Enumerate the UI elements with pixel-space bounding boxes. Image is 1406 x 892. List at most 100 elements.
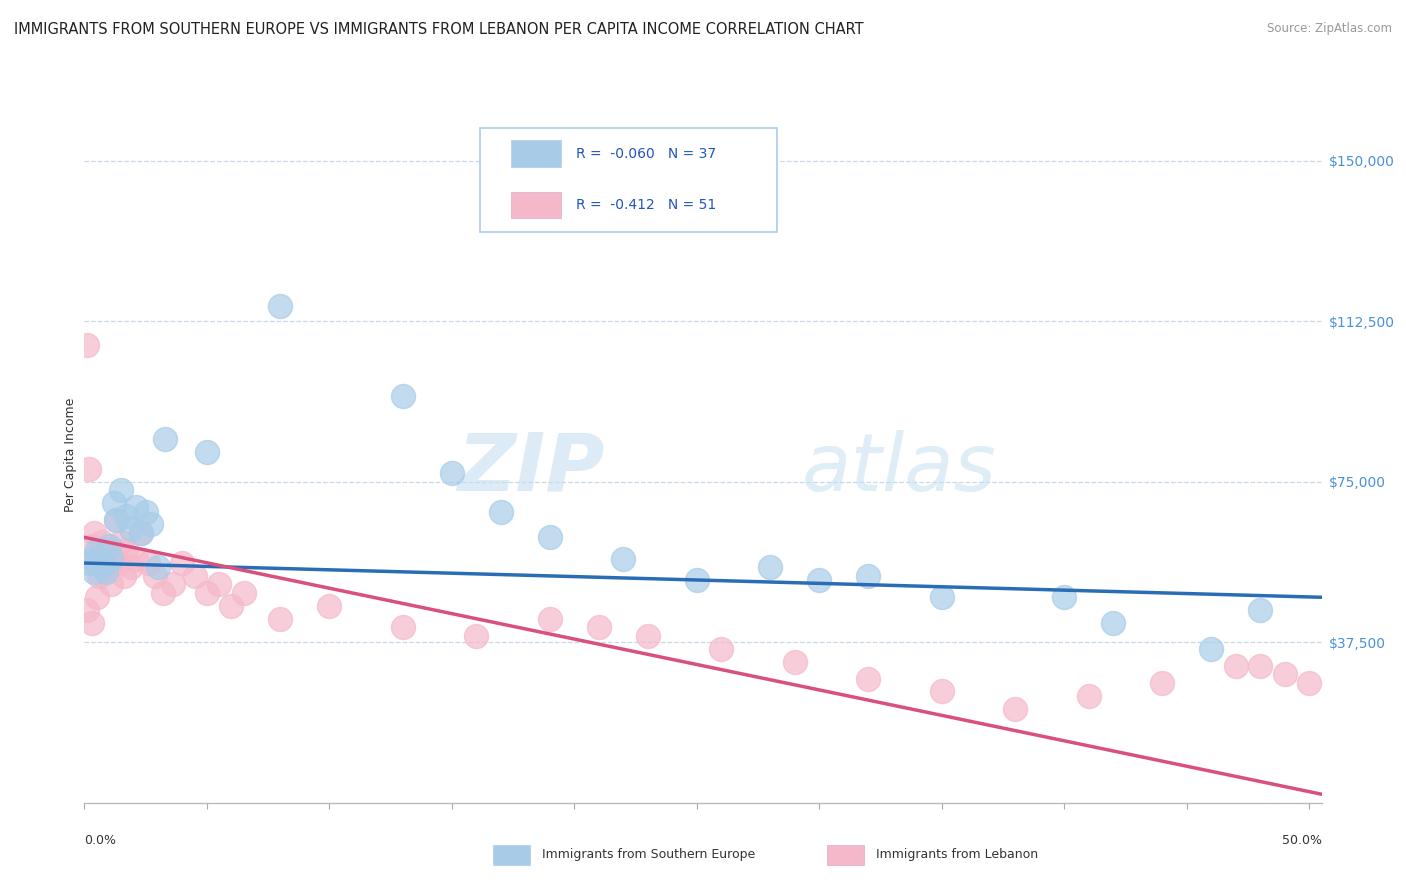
Point	[232, 586, 254, 600]
Point	[195, 444, 218, 458]
Point	[83, 526, 105, 541]
Point	[90, 560, 112, 574]
Text: Source: ZipAtlas.com: Source: ZipAtlas.com	[1267, 22, 1392, 36]
Point	[162, 577, 184, 591]
Bar	[492, 845, 530, 865]
Point	[221, 599, 243, 613]
Point	[1053, 591, 1076, 605]
Point	[155, 432, 177, 446]
Point	[76, 603, 98, 617]
Bar	[512, 140, 561, 167]
Point	[808, 573, 831, 587]
Text: ZIP: ZIP	[457, 430, 605, 508]
Point	[93, 548, 115, 562]
Point	[1077, 689, 1099, 703]
Point	[136, 556, 159, 570]
Point	[637, 629, 659, 643]
Point	[1004, 701, 1026, 715]
Point	[152, 586, 174, 600]
Text: 0.0%: 0.0%	[84, 834, 117, 847]
Point	[858, 672, 880, 686]
Point	[1225, 658, 1247, 673]
Point	[1102, 615, 1125, 630]
Text: 50.0%: 50.0%	[1282, 834, 1322, 847]
Point	[77, 462, 100, 476]
Bar	[827, 845, 863, 865]
Point	[931, 591, 953, 605]
Point	[100, 577, 122, 591]
Point	[87, 551, 110, 566]
Point	[145, 569, 167, 583]
Point	[612, 551, 634, 566]
Text: atlas: atlas	[801, 430, 997, 508]
Point	[87, 569, 110, 583]
Point	[392, 620, 415, 634]
Point	[759, 560, 782, 574]
Point	[90, 534, 112, 549]
Text: R =  -0.412   N = 51: R = -0.412 N = 51	[575, 198, 716, 212]
Point	[1249, 603, 1271, 617]
Point	[139, 517, 162, 532]
Point	[269, 299, 291, 313]
Point	[97, 539, 120, 553]
Point	[318, 599, 340, 613]
Text: Immigrants from Southern Europe: Immigrants from Southern Europe	[543, 848, 755, 862]
Point	[86, 543, 108, 558]
Point	[80, 539, 103, 553]
Point	[183, 569, 205, 583]
Point	[146, 560, 169, 574]
Bar	[512, 192, 561, 219]
Point	[1274, 667, 1296, 681]
Point	[195, 586, 218, 600]
Point	[931, 684, 953, 698]
FancyBboxPatch shape	[481, 128, 778, 232]
Point	[96, 565, 118, 579]
Point	[103, 543, 125, 558]
Y-axis label: Per Capita Income: Per Capita Income	[65, 398, 77, 512]
Point	[125, 500, 148, 515]
Point	[710, 641, 733, 656]
Point	[105, 513, 128, 527]
Point	[107, 556, 129, 570]
Point	[110, 534, 132, 549]
Point	[135, 505, 157, 519]
Point	[489, 505, 512, 519]
Point	[129, 526, 152, 541]
Point	[129, 526, 152, 541]
Text: R =  -0.060   N = 37: R = -0.060 N = 37	[575, 146, 716, 161]
Point	[93, 556, 115, 570]
Point	[80, 615, 103, 630]
Text: IMMIGRANTS FROM SOUTHERN EUROPE VS IMMIGRANTS FROM LEBANON PER CAPITA INCOME COR: IMMIGRANTS FROM SOUTHERN EUROPE VS IMMIG…	[14, 22, 863, 37]
Point	[112, 569, 135, 583]
Point	[77, 556, 100, 570]
Point	[588, 620, 610, 634]
Point	[125, 551, 148, 566]
Point	[392, 389, 415, 403]
Point	[686, 573, 709, 587]
Point	[1298, 676, 1320, 690]
Point	[115, 508, 138, 523]
Point	[115, 543, 138, 558]
Point	[269, 612, 291, 626]
Point	[100, 551, 122, 566]
Point	[97, 551, 120, 566]
Point	[172, 556, 194, 570]
Point	[858, 569, 880, 583]
Point	[86, 556, 108, 570]
Point	[110, 483, 132, 498]
Point	[80, 551, 103, 566]
Point	[208, 577, 231, 591]
Point	[120, 560, 142, 574]
Point	[83, 565, 105, 579]
Text: Immigrants from Lebanon: Immigrants from Lebanon	[876, 848, 1039, 862]
Point	[1249, 658, 1271, 673]
Point	[1152, 676, 1174, 690]
Point	[440, 466, 463, 480]
Point	[783, 655, 806, 669]
Point	[538, 530, 561, 544]
Point	[465, 629, 488, 643]
Point	[120, 522, 142, 536]
Point	[86, 591, 108, 605]
Point	[538, 612, 561, 626]
Point	[105, 513, 128, 527]
